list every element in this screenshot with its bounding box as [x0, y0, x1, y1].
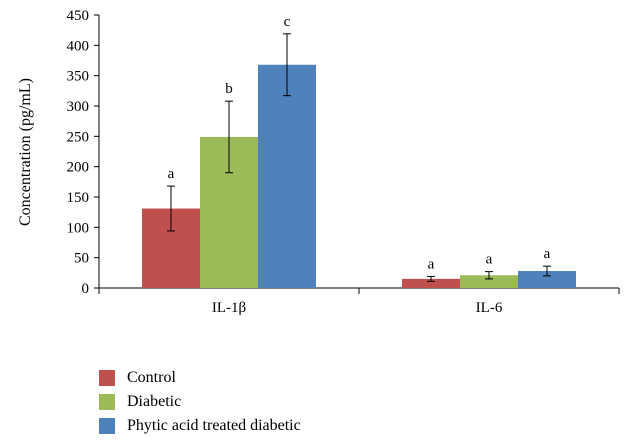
legend-item: Diabetic: [99, 392, 301, 412]
y-tick-label: 250: [67, 129, 90, 145]
significance-letter: a: [486, 252, 493, 268]
y-tick-label: 300: [67, 99, 90, 115]
x-category-label: IL-1β: [212, 300, 246, 316]
bar: [402, 278, 460, 288]
error-bars: [167, 33, 551, 282]
legend-item: Phytic acid treated diabetic: [99, 416, 301, 436]
bar: [258, 64, 316, 288]
legend-label: Control: [127, 369, 176, 386]
y-tick-label: 150: [67, 190, 90, 206]
x-category-label: IL-6: [476, 300, 503, 316]
legend-label: Phytic acid treated diabetic: [127, 417, 301, 434]
legend-label: Diabetic: [127, 393, 182, 410]
y-axis: 0 50 100 150 200 250 300 350 400 450: [67, 8, 100, 297]
bars: [142, 64, 576, 288]
y-tick-label: 350: [67, 69, 90, 85]
significance-letter: c: [284, 14, 291, 30]
y-tick-label: 200: [67, 160, 90, 176]
significance-letter: a: [544, 246, 551, 262]
significance-letters: a b c a a a: [168, 14, 551, 273]
bar: [518, 271, 576, 288]
legend: Control Diabetic Phytic acid treated diabe…: [99, 368, 301, 440]
y-tick-label: 0: [82, 281, 90, 297]
y-axis-label: Concentration (pg/mL): [17, 78, 34, 226]
significance-letter: a: [168, 166, 175, 182]
significance-letter: b: [225, 81, 233, 97]
bar: [460, 275, 518, 288]
legend-item: Control: [99, 368, 301, 388]
legend-swatch: [99, 418, 115, 434]
y-tick-label: 450: [67, 8, 90, 24]
y-tick-label: 50: [74, 251, 89, 267]
y-tick-label: 100: [67, 220, 90, 236]
y-tick-label: 400: [67, 38, 90, 54]
legend-swatch: [99, 394, 115, 410]
significance-letter: a: [428, 256, 435, 272]
legend-swatch: [99, 370, 115, 386]
x-axis: IL-1β IL-6: [98, 287, 620, 316]
